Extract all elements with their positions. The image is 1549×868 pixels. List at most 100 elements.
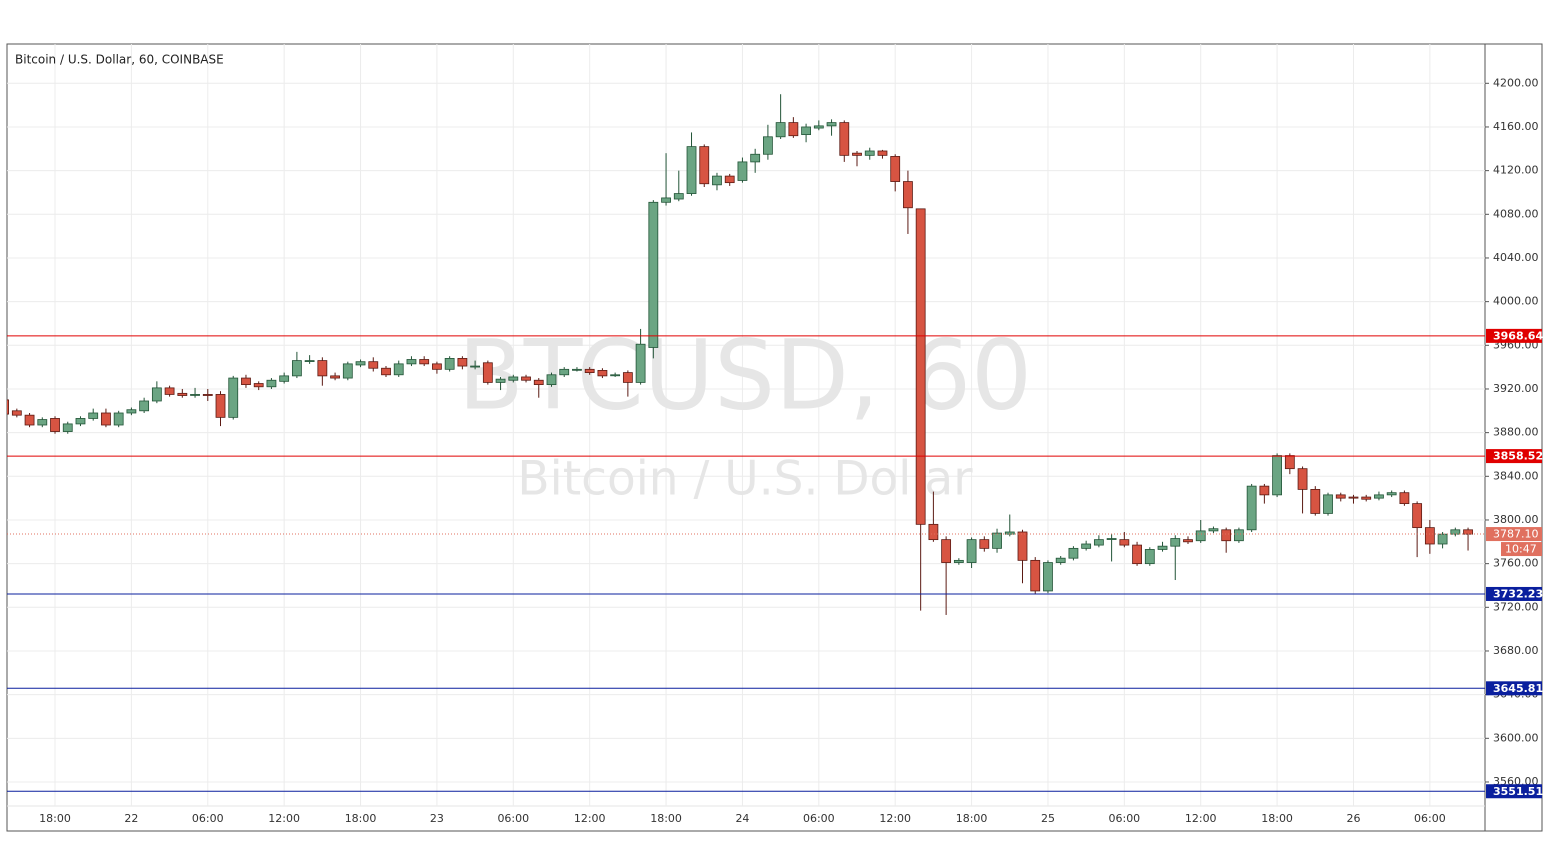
candle-body	[890, 156, 901, 182]
level-label: 3645.81	[1493, 682, 1543, 695]
x-tick-label: 12:00	[574, 812, 606, 825]
level-tag	[1486, 449, 1542, 464]
candle-body	[164, 387, 175, 395]
candle-body	[903, 181, 913, 209]
candle-body	[381, 367, 391, 376]
candle-body	[1348, 496, 1359, 499]
candle-body	[1437, 533, 1448, 545]
candle-body	[1030, 559, 1041, 592]
candle-body	[126, 409, 137, 414]
candle-body	[291, 360, 302, 377]
candle-body	[62, 423, 73, 432]
candle-body	[177, 392, 188, 396]
candle-body	[546, 374, 557, 386]
x-tick-label: 06:00	[192, 812, 224, 825]
level-tag	[1486, 681, 1542, 696]
candle-body	[1183, 539, 1193, 543]
candle-body	[686, 146, 697, 194]
level-tag	[1486, 586, 1542, 601]
candle-body	[610, 374, 621, 377]
candle-body	[826, 122, 837, 127]
candle-body	[941, 539, 952, 563]
x-tick-label: 06:00	[497, 812, 529, 825]
candle-body	[457, 358, 468, 367]
candle-body	[190, 394, 200, 396]
candle-body	[724, 175, 735, 184]
candle-body	[1412, 503, 1423, 529]
level-tag	[1486, 328, 1542, 343]
candle-body	[1017, 531, 1028, 561]
y-tick-label: 4080.00	[1493, 207, 1539, 220]
candle-body	[979, 539, 990, 549]
candle-body	[852, 152, 862, 156]
candle-body	[533, 379, 544, 386]
candle-body	[1335, 494, 1346, 499]
candle-body	[1246, 485, 1257, 531]
candle-body	[1463, 529, 1473, 535]
y-tick-label: 3600.00	[1493, 731, 1539, 744]
candle-body	[915, 208, 926, 525]
x-tick-label: 06:00	[803, 812, 835, 825]
candle-body	[279, 375, 290, 382]
y-tick-label: 3760.00	[1493, 557, 1539, 570]
candle-body	[151, 387, 162, 402]
candle-body	[393, 363, 404, 376]
candle-body	[495, 378, 506, 383]
candle-body	[1221, 529, 1232, 542]
candle-body	[1208, 528, 1219, 532]
x-tick-label: 12:00	[1185, 812, 1217, 825]
candle-body	[584, 368, 595, 373]
candle-body	[202, 394, 213, 396]
candle-body	[775, 122, 786, 138]
y-tick-label: 4040.00	[1493, 251, 1539, 264]
candle-body	[877, 150, 888, 156]
candle-body	[572, 368, 582, 371]
x-tick-label: 18:00	[345, 812, 377, 825]
x-tick-label: 12:00	[879, 812, 911, 825]
candle-body	[788, 122, 799, 137]
candle-body	[508, 376, 519, 381]
level-label: 3858.52	[1493, 450, 1543, 463]
candle-body	[1157, 545, 1168, 550]
chart-title: Bitcoin / U.S. Dollar, 60, COINBASE	[15, 53, 224, 67]
candle-body	[737, 161, 748, 181]
candle-body	[1386, 492, 1397, 496]
x-tick-label: 18:00	[39, 812, 71, 825]
candle-body	[406, 359, 417, 365]
candle-body	[1195, 530, 1206, 542]
level-tag	[1486, 784, 1542, 799]
candle-body	[11, 410, 22, 416]
y-tick-label: 4160.00	[1493, 120, 1539, 133]
candle-body	[241, 377, 251, 386]
candle-body	[1272, 455, 1282, 496]
candle-body	[113, 412, 124, 426]
candle-body	[470, 365, 481, 368]
candle-body	[1450, 529, 1461, 535]
candle-body	[992, 532, 1002, 549]
candle-body	[355, 361, 366, 366]
x-tick-label: 18:00	[956, 812, 988, 825]
candle-body	[228, 377, 239, 418]
candle-body	[1144, 549, 1155, 565]
watermark-subtitle: Bitcoin / U.S. Dollar	[517, 452, 973, 507]
x-tick-label: 24	[735, 812, 749, 825]
candle-body	[1399, 492, 1410, 505]
last-price-label: 3787.10	[1493, 528, 1539, 541]
candle-body	[1093, 539, 1104, 546]
y-tick-label: 3880.00	[1493, 426, 1539, 439]
candle-body	[864, 150, 875, 156]
candle-body	[482, 362, 493, 383]
candle-body	[813, 125, 824, 129]
y-tick-label: 3720.00	[1493, 600, 1539, 613]
y-tick-label: 3800.00	[1493, 513, 1539, 526]
candle-body	[559, 368, 570, 376]
candle-body	[953, 559, 964, 563]
candle-body	[699, 146, 710, 185]
candle-body	[928, 523, 939, 541]
last-price-tag	[1486, 527, 1542, 542]
candle-body	[139, 400, 150, 412]
candle-body	[75, 418, 86, 425]
countdown-tag	[1501, 542, 1542, 557]
candle-body	[1297, 468, 1308, 490]
